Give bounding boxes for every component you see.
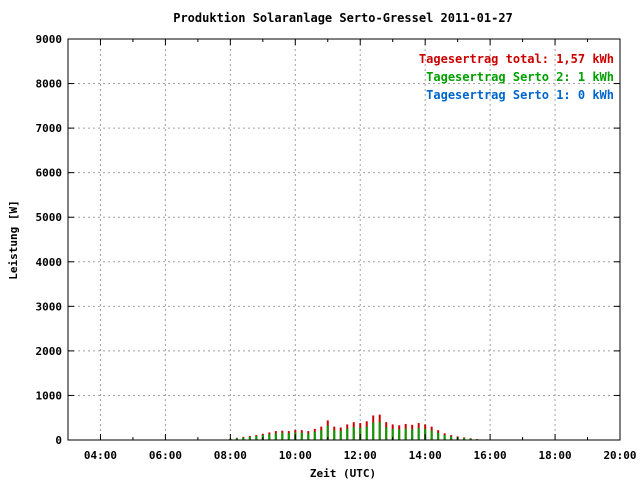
bar-serto2 <box>255 435 258 440</box>
bar-serto2 <box>320 430 323 440</box>
grid-layer <box>68 39 620 440</box>
ticks-layer: 0 1000 2000 3000 4000 5000 6000 7000 8000 9000 04:… <box>36 33 637 462</box>
bar-serto2 <box>242 437 245 440</box>
y-tick-label: 2000 <box>36 345 63 358</box>
legend-entry: Tagesertrag Serto 2: 1 kWh <box>426 70 614 84</box>
x-tick-label: 10:00 <box>279 449 312 462</box>
legend-entry: Tagesertrag total: 1,57 kWh <box>419 52 614 66</box>
bar-serto2 <box>274 433 277 440</box>
bar-serto2 <box>430 430 433 440</box>
x-axis-label: Zeit (UTC) <box>310 467 376 480</box>
x-tick-label: 20:00 <box>603 449 636 462</box>
bar-serto2 <box>313 431 316 440</box>
legend: Tagesertrag total: 1,57 kWh Tagesertrag S… <box>419 52 614 102</box>
bar-serto2 <box>339 430 342 440</box>
bars-layer <box>229 414 479 440</box>
bar-serto2 <box>281 432 284 440</box>
bar-serto2 <box>469 438 472 440</box>
bar-serto2 <box>398 429 401 440</box>
bar-serto2 <box>268 434 271 440</box>
y-tick-label: 9000 <box>36 33 63 46</box>
y-tick-label: 8000 <box>36 78 63 91</box>
y-tick-label: 1000 <box>36 389 63 402</box>
y-tick-label: 4000 <box>36 256 63 269</box>
bar-serto2 <box>346 428 349 440</box>
legend-entry: Tagesertrag Serto 1: 0 kWh <box>426 88 614 102</box>
y-tick-label: 6000 <box>36 167 63 180</box>
bar-serto2 <box>385 427 388 440</box>
bar-serto2 <box>235 438 238 440</box>
bar-serto2 <box>391 428 394 440</box>
bar-serto2 <box>365 426 368 440</box>
bar-serto2 <box>443 435 446 440</box>
plot-frame <box>67 38 621 441</box>
bar-serto2 <box>359 427 362 440</box>
bar-serto2 <box>450 436 453 440</box>
x-tick-label: 14:00 <box>409 449 442 462</box>
x-tick-label: 08:00 <box>214 449 247 462</box>
bar-serto2 <box>411 429 414 440</box>
bar-serto2 <box>404 428 407 440</box>
bar-serto2 <box>248 436 251 440</box>
x-tick-label: 06:00 <box>149 449 182 462</box>
y-tick-label: 7000 <box>36 122 63 135</box>
bar-serto2 <box>326 425 329 440</box>
bar-serto2 <box>378 422 381 440</box>
chart-title: Produktion Solaranlage Serto-Gressel 201… <box>173 11 513 25</box>
y-tick-label: 5000 <box>36 211 63 224</box>
bar-serto2 <box>437 432 440 440</box>
x-tick-label: 12:00 <box>344 449 377 462</box>
bar-serto2 <box>287 433 290 440</box>
y-tick-label: 0 <box>55 434 62 447</box>
x-tick-label: 04:00 <box>84 449 117 462</box>
bar-serto2 <box>463 437 466 440</box>
bar-serto2 <box>372 422 375 440</box>
y-axis-label: Leistung [W] <box>7 200 20 279</box>
x-tick-label: 16:00 <box>474 449 507 462</box>
y-tick-label: 3000 <box>36 300 63 313</box>
bar-serto2 <box>333 430 336 440</box>
bar-serto2 <box>307 433 310 440</box>
x-tick-label: 18:00 <box>538 449 571 462</box>
bar-serto2 <box>352 427 355 440</box>
bar-serto2 <box>300 432 303 440</box>
bar-serto2 <box>417 427 420 440</box>
